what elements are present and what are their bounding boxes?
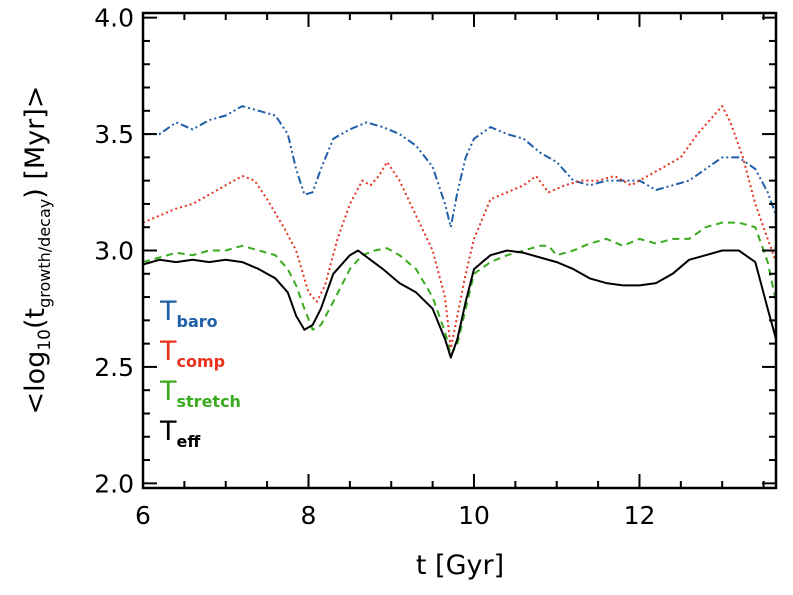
y-tick-label: 2.0: [94, 469, 134, 498]
x-tick-label: 12: [624, 501, 656, 530]
y-axis-title-open: (t: [20, 308, 51, 329]
x-axis-title: t [Gyr]: [416, 550, 504, 581]
legend-comp-sub: comp: [177, 352, 226, 371]
plot-frame: [141, 11, 778, 490]
legend-comp-main: T: [159, 336, 177, 367]
legend-eff-main: T: [159, 416, 177, 447]
legend-stretch-main: T: [159, 376, 177, 407]
y-axis-title: <log10(tgrowth/decay) [Myr]>: [20, 86, 55, 415]
series-line-baro: [143, 105, 777, 229]
axes-layer: 6 8 10 12 2.0 2.5 3.0 3.5 4.0: [94, 4, 776, 530]
legend-baro-main: T: [159, 296, 177, 327]
series-line-stretch: [142, 221, 777, 357]
series-line-comp: [142, 105, 777, 350]
legend-eff-sub: eff: [177, 432, 202, 451]
x-tick-label: 6: [135, 501, 151, 530]
y-tick-label: 2.5: [94, 353, 134, 382]
legend-stretch-sub: stretch: [177, 392, 241, 411]
y-axis-title-base: 10: [35, 329, 55, 351]
legend-baro-sub: baro: [177, 312, 218, 331]
legend-entry-eff: Teff: [159, 416, 201, 451]
series-layer: [142, 105, 777, 359]
y-axis-title-sub: growth/decay: [35, 199, 54, 308]
series-line-eff: [142, 249, 777, 359]
y-axis-title-close: ) [Myr]>: [20, 86, 51, 199]
y-tick-label: 4.0: [94, 4, 134, 33]
y-axis-title-prefix: <log: [20, 351, 51, 415]
x-tick-label: 10: [458, 501, 490, 530]
legend: Tbaro Tcomp Tstretch Teff: [159, 296, 241, 451]
legend-entry-stretch: Tstretch: [159, 376, 241, 411]
x-tick-label: 8: [301, 501, 317, 530]
legend-entry-comp: Tcomp: [159, 336, 225, 371]
y-tick-label: 3.5: [94, 120, 134, 149]
legend-entry-baro: Tbaro: [159, 296, 218, 331]
y-tick-label: 3.0: [94, 237, 134, 266]
